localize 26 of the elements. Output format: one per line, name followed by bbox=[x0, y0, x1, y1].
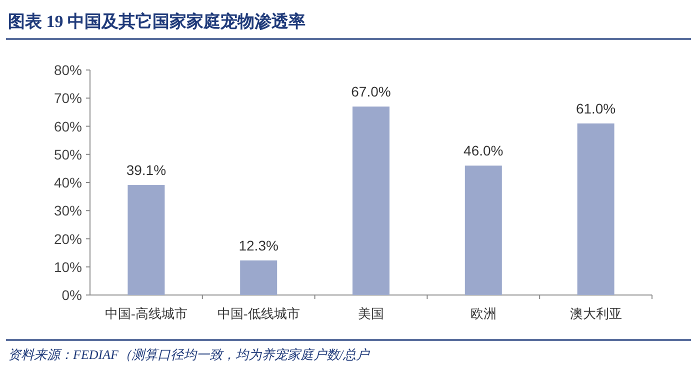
y-tick-label: 0% bbox=[62, 287, 82, 303]
bar bbox=[577, 123, 614, 295]
y-tick-label: 40% bbox=[54, 174, 82, 190]
bar bbox=[352, 106, 390, 295]
x-tick-label: 欧洲 bbox=[470, 306, 496, 321]
x-tick-label: 中国-低线城市 bbox=[217, 306, 300, 321]
x-tick-label: 中国-高线城市 bbox=[105, 306, 188, 321]
y-tick-label: 30% bbox=[54, 202, 82, 219]
y-tick-label: 10% bbox=[54, 258, 82, 275]
x-tick-label: 澳大利亚 bbox=[570, 306, 622, 321]
data-label: 46.0% bbox=[464, 142, 504, 159]
data-label: 39.1% bbox=[126, 162, 166, 178]
y-tick-label: 50% bbox=[54, 146, 82, 162]
bar bbox=[128, 185, 165, 295]
bar bbox=[464, 166, 502, 295]
data-label: 61.0% bbox=[576, 100, 616, 116]
y-tick-label: 20% bbox=[54, 230, 82, 247]
y-tick-label: 70% bbox=[54, 90, 82, 106]
data-label: 67.0% bbox=[351, 84, 391, 100]
data-label: 12.3% bbox=[238, 237, 278, 254]
x-tick-label: 美国 bbox=[358, 306, 384, 321]
text: 资料来源：FEDIAF（测算口径均一致，均为养宠家庭户数/总户 bbox=[8, 347, 372, 362]
chart-title: 图表 19 中国及其它国家家庭宠物渗透率 bbox=[8, 12, 306, 31]
bar bbox=[240, 260, 278, 295]
y-tick-label: 60% bbox=[54, 118, 82, 134]
y-tick-label: 80% bbox=[54, 62, 82, 78]
